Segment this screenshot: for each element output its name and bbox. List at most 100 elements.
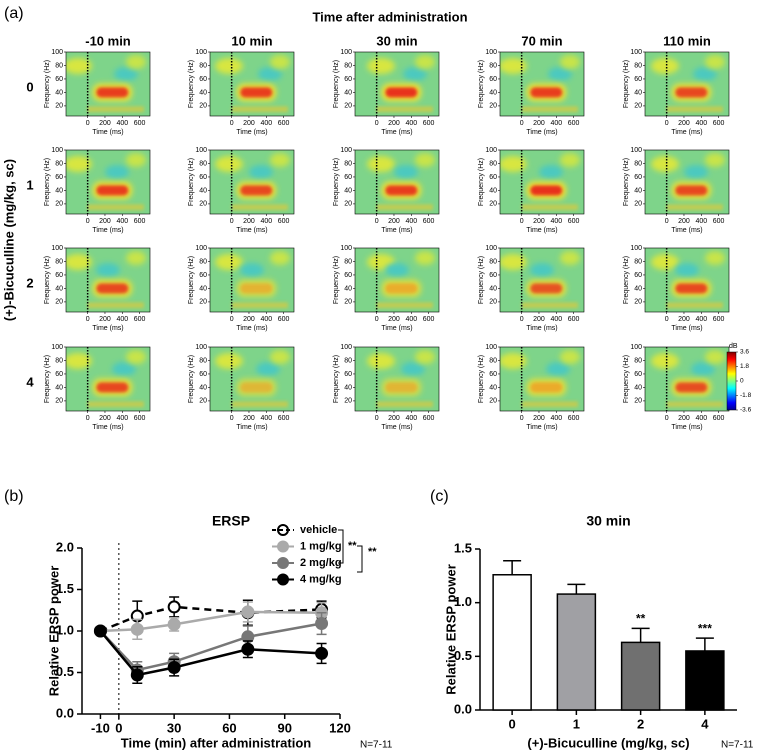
x-tick-label: 0 <box>520 218 524 225</box>
heatmap-low-band <box>87 401 144 408</box>
colorbar <box>726 351 737 411</box>
heatmap-blob <box>367 156 395 172</box>
heatmap: 20 40 60 80 100 0 200 400 600 Time (ms) Frequency … <box>188 49 295 136</box>
y-axis-label: Frequency (Hz) <box>623 158 630 206</box>
x-axis-label: Time (ms) <box>526 129 557 136</box>
x-tick-label: 600 <box>568 218 580 225</box>
significance: ** <box>368 546 377 558</box>
x-axis-label: Time (ms) <box>236 227 267 234</box>
x-tick-label: 1 <box>573 716 580 731</box>
heatmap-blob <box>500 156 527 172</box>
panel-title: Time after administration <box>312 9 467 24</box>
y-tick-label: 40 <box>634 187 642 194</box>
row-label: 0 <box>26 79 33 94</box>
y-tick-label: 60 <box>634 371 642 378</box>
x-tick-label: 0 <box>86 218 90 225</box>
y-tick-label: 60 <box>199 174 207 181</box>
y-tick-label: 40 <box>489 285 497 292</box>
y-tick-label: 20 <box>489 103 497 110</box>
heatmap-image <box>645 52 729 116</box>
y-tick-label: 40 <box>199 187 207 194</box>
heatmap-frame <box>354 346 440 412</box>
heatmap-band <box>675 382 708 393</box>
heatmap-blob <box>691 362 715 376</box>
x-axis-label: Time (ms) <box>671 129 702 136</box>
y-axis-label: Frequency (Hz) <box>623 256 630 304</box>
heatmap-frame <box>209 247 295 313</box>
heatmap-blob <box>684 165 708 179</box>
heatmap-frame <box>354 149 440 215</box>
significance: ** <box>636 612 646 626</box>
x-tick-label: 400 <box>550 218 562 225</box>
sample-size-note: N=7-11 <box>360 740 393 751</box>
x-tick-label: 200 <box>533 316 545 323</box>
y-axis-label: Relative ERSP power <box>46 566 61 697</box>
heatmap-frame <box>644 149 730 215</box>
y-tick-label: 100 <box>485 49 497 56</box>
heatmap-low-band <box>231 302 288 309</box>
y-axis-label: Frequency (Hz) <box>623 355 630 403</box>
x-axis-label: (+)-Bicuculline (mg/kg, sc) <box>527 735 689 750</box>
x-tick-label: 600 <box>423 316 435 323</box>
x-tick-label: 600 <box>423 415 435 422</box>
y-tick-label: 20 <box>199 103 207 110</box>
y-tick-label: 80 <box>55 62 63 69</box>
y-tick-label: 80 <box>634 357 642 364</box>
heatmap: 20 40 60 80 100 0 200 400 600 Time (ms) Frequency … <box>623 49 730 136</box>
sample-size-note: N=7-11 <box>721 740 754 751</box>
y-tick-label: 60 <box>199 76 207 83</box>
x-tick-label: 4 <box>701 716 709 731</box>
heatmap-band <box>96 87 129 98</box>
heatmap-blob <box>270 350 290 364</box>
y-axis-label: Frequency (Hz) <box>623 60 630 108</box>
heatmap-image <box>210 150 294 214</box>
heatmap-blob <box>560 153 580 167</box>
y-tick-label: 20 <box>634 201 642 208</box>
colorbar-tick-label: 0 <box>740 378 744 385</box>
heatmap-image <box>500 150 584 214</box>
y-tick-label: 100 <box>485 245 497 252</box>
heatmap-image <box>66 347 150 411</box>
x-tick-label: 0 <box>520 316 524 323</box>
heatmap-frame <box>65 51 151 117</box>
heatmap: 20 40 60 80 100 0 200 400 600 Time (ms) Frequency … <box>44 344 151 431</box>
error-bar <box>503 560 522 575</box>
x-tick-label: 30 <box>167 720 181 735</box>
x-tick-label: 200 <box>99 415 111 422</box>
heatmap-blob <box>96 263 120 277</box>
x-tick-label: 400 <box>695 218 707 225</box>
x-tick-label: -10 <box>91 720 110 735</box>
y-axis-label: Frequency (Hz) <box>44 158 51 206</box>
x-tick-label: 0 <box>375 316 379 323</box>
y-tick-label: 40 <box>489 89 497 96</box>
y-tick-label: 100 <box>340 49 352 56</box>
heatmap-frame <box>354 51 440 117</box>
y-axis-label: Frequency (Hz) <box>188 158 195 206</box>
y-tick-label: 20 <box>489 398 497 405</box>
heatmap-low-band <box>231 401 288 408</box>
y-axis-label: Frequency (Hz) <box>333 256 340 304</box>
y-tick-label: 20 <box>634 103 642 110</box>
heatmap-image <box>645 150 729 214</box>
heatmap-low-band <box>376 401 433 408</box>
heatmap-image <box>210 347 294 411</box>
heatmap-blob <box>651 254 679 270</box>
heatmap-frame <box>65 247 151 313</box>
y-tick-label: 40 <box>634 384 642 391</box>
x-tick-label: 400 <box>405 316 417 323</box>
y-axis-label: Frequency (Hz) <box>188 355 195 403</box>
y-tick-label: 60 <box>489 174 497 181</box>
data-point <box>167 661 181 675</box>
significance: *** <box>698 621 712 635</box>
heatmap-blob <box>240 263 264 277</box>
y-tick-label: 0.5 <box>56 664 74 679</box>
x-tick-label: 600 <box>568 415 580 422</box>
y-tick-label: 40 <box>55 384 63 391</box>
column-header: 10 min <box>231 33 272 48</box>
x-tick-label: 400 <box>116 316 128 323</box>
heatmap-blob <box>258 67 282 81</box>
y-tick-label: 60 <box>199 371 207 378</box>
heatmap-blob <box>270 251 290 265</box>
x-tick-label: 200 <box>678 415 690 422</box>
heatmap-blob <box>403 67 427 81</box>
